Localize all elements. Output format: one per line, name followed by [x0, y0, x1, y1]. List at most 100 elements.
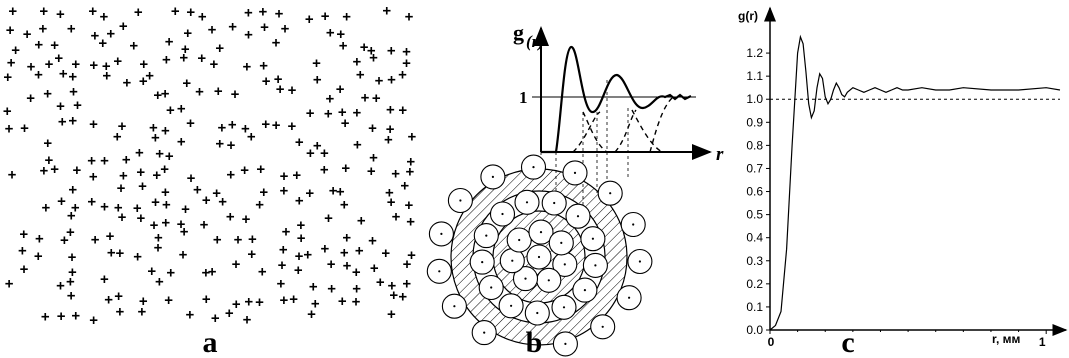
plus-marker: + — [292, 167, 301, 184]
plus-marker: + — [34, 248, 43, 265]
plus-marker: + — [197, 50, 206, 67]
particle-center-dot — [483, 331, 486, 334]
plus-marker: + — [226, 208, 235, 225]
plus-marker: + — [27, 58, 36, 75]
plus-marker: + — [193, 182, 202, 199]
panel-c-y-ticks: 0.0 0.1 0.2 0.3 0.4 0.5 0.6 0.7 0.8 0.9 1.0 1.1 1.2 — [746, 46, 770, 337]
panel-b-y-axis-label-g: g — [513, 20, 524, 45]
particle-center-dot — [537, 255, 541, 259]
plus-marker: + — [369, 149, 378, 166]
plus-marker: + — [210, 56, 219, 73]
plus-marker: + — [352, 294, 361, 311]
panel-b-particles — [426, 154, 653, 357]
plus-marker: + — [3, 69, 12, 86]
plus-marker: + — [26, 90, 35, 107]
plus-marker: + — [368, 120, 377, 137]
plus-marker: + — [360, 39, 369, 56]
plus-marker: + — [87, 193, 96, 210]
plus-marker: + — [54, 50, 63, 67]
plus-marker: + — [200, 217, 209, 234]
plus-marker: + — [256, 161, 265, 178]
panel-b-component-peak-5 — [649, 97, 673, 153]
y-tick-label: 0.8 — [746, 138, 763, 152]
plus-marker: + — [342, 8, 351, 25]
particle-center-dot — [576, 215, 580, 218]
plus-marker: + — [71, 308, 80, 325]
plus-marker: + — [58, 113, 67, 130]
panel-b-shell-diagram: g (r) r 1 — [426, 20, 724, 357]
plus-marker: + — [353, 53, 362, 70]
plus-marker: + — [278, 257, 287, 274]
plus-marker: + — [179, 50, 188, 67]
plus-marker: + — [259, 184, 268, 201]
plus-marker: + — [259, 3, 268, 20]
plus-marker: + — [288, 82, 297, 99]
plus-marker: + — [183, 25, 192, 42]
plus-marker: + — [73, 97, 82, 114]
plus-marker: + — [368, 232, 377, 249]
plus-marker: + — [355, 243, 364, 260]
plus-marker: + — [327, 256, 336, 273]
plus-marker: + — [370, 260, 379, 277]
plus-marker: + — [295, 248, 304, 265]
plus-marker: + — [50, 161, 59, 178]
plus-marker: + — [177, 133, 186, 150]
plus-marker: + — [139, 56, 148, 73]
panel-c-chart: 0.00.10.20.30.40.50.60.70.80.91.01.11.2 … — [738, 6, 1068, 349]
plus-marker: + — [288, 118, 297, 135]
plus-marker: + — [50, 37, 59, 54]
plus-marker: + — [389, 287, 398, 304]
plus-marker: + — [34, 66, 43, 83]
plus-marker: + — [5, 120, 14, 137]
plus-marker: + — [98, 35, 107, 52]
particle-center-dot — [591, 237, 595, 240]
plus-marker: + — [343, 257, 352, 274]
plus-marker: + — [402, 55, 411, 72]
plus-marker: + — [384, 131, 393, 148]
plus-marker: + — [255, 294, 264, 311]
plus-marker: + — [100, 9, 109, 26]
plus-marker: + — [114, 288, 123, 305]
plus-marker: + — [340, 196, 349, 213]
plus-marker: + — [352, 280, 361, 297]
plus-marker: + — [56, 278, 65, 295]
y-tick-label: 1.1 — [746, 69, 763, 83]
plus-marker: + — [162, 196, 171, 213]
plus-marker: + — [387, 43, 396, 60]
plus-marker: + — [297, 230, 306, 247]
plus-marker: + — [342, 230, 351, 247]
plus-marker: + — [107, 244, 116, 261]
panel-b-x-axis-label: r — [716, 144, 724, 165]
plus-marker: + — [41, 308, 50, 325]
plus-marker: + — [276, 81, 285, 98]
plus-marker: + — [177, 100, 186, 117]
plus-marker: + — [89, 312, 98, 329]
plus-marker: + — [135, 145, 144, 162]
plus-marker: + — [5, 275, 14, 292]
y-tick-label: 0.6 — [746, 185, 763, 199]
plus-marker: + — [7, 54, 16, 71]
plus-marker: + — [247, 246, 256, 263]
plus-marker: + — [407, 247, 416, 264]
plus-marker: + — [406, 213, 415, 230]
plus-marker: + — [100, 199, 109, 216]
plus-marker: + — [295, 193, 304, 210]
plus-marker: + — [277, 276, 286, 293]
plus-marker: + — [305, 11, 314, 28]
plus-marker: + — [71, 56, 80, 73]
plus-marker: + — [177, 216, 186, 233]
plus-marker: + — [261, 116, 270, 133]
plus-marker: + — [228, 19, 237, 36]
plus-marker: + — [329, 183, 338, 200]
plus-marker: + — [381, 245, 390, 262]
plus-marker: + — [406, 154, 415, 171]
panel-c-x-axis-label: r, мм — [992, 332, 1021, 346]
panel-c-gr-series-line — [769, 34, 1061, 331]
plus-marker: + — [385, 184, 394, 201]
plus-marker: + — [338, 104, 347, 121]
plus-marker: + — [243, 311, 252, 328]
particle-center-dot — [547, 279, 550, 282]
particle-center-dot — [491, 175, 494, 178]
plus-marker: + — [326, 24, 335, 41]
plus-marker: + — [102, 58, 111, 75]
